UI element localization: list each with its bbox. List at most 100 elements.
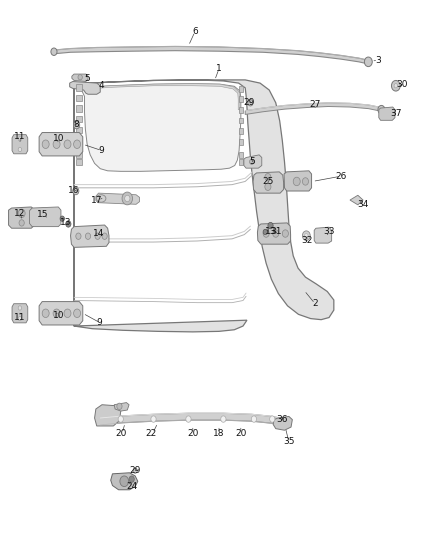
- FancyBboxPatch shape: [239, 128, 244, 134]
- Circle shape: [268, 222, 273, 229]
- Circle shape: [302, 177, 308, 185]
- Text: 20: 20: [115, 429, 127, 438]
- Circle shape: [293, 177, 300, 185]
- Text: 36: 36: [276, 415, 288, 424]
- Polygon shape: [314, 227, 332, 243]
- Text: 1: 1: [216, 64, 222, 73]
- Polygon shape: [82, 84, 240, 110]
- Circle shape: [302, 231, 310, 240]
- Circle shape: [133, 468, 138, 473]
- FancyBboxPatch shape: [239, 152, 244, 158]
- Circle shape: [95, 233, 100, 239]
- Polygon shape: [100, 413, 283, 425]
- Text: 4: 4: [98, 81, 104, 90]
- Text: 24: 24: [126, 481, 137, 490]
- Polygon shape: [78, 84, 241, 171]
- Circle shape: [221, 416, 226, 422]
- Polygon shape: [350, 195, 363, 205]
- Text: 17: 17: [92, 196, 103, 205]
- Text: 2: 2: [312, 299, 318, 308]
- Text: 9: 9: [98, 146, 104, 155]
- Circle shape: [265, 183, 271, 190]
- Text: 11: 11: [14, 312, 25, 321]
- Polygon shape: [12, 304, 28, 323]
- Circle shape: [273, 230, 279, 237]
- Circle shape: [122, 192, 133, 205]
- Polygon shape: [284, 171, 311, 191]
- Circle shape: [270, 416, 275, 422]
- Text: 13: 13: [265, 228, 276, 237]
- Polygon shape: [245, 103, 381, 115]
- Polygon shape: [258, 223, 290, 244]
- Circle shape: [18, 148, 21, 152]
- Polygon shape: [9, 207, 35, 228]
- Circle shape: [378, 106, 385, 114]
- Circle shape: [263, 230, 269, 237]
- Text: 16: 16: [68, 186, 80, 195]
- Text: 33: 33: [323, 228, 335, 237]
- Circle shape: [74, 140, 81, 149]
- Circle shape: [394, 84, 398, 88]
- Circle shape: [102, 233, 107, 239]
- FancyBboxPatch shape: [239, 96, 244, 102]
- Text: 5: 5: [84, 74, 90, 83]
- FancyBboxPatch shape: [76, 138, 82, 144]
- Circle shape: [120, 476, 129, 487]
- Polygon shape: [12, 135, 28, 154]
- Text: 25: 25: [262, 177, 274, 186]
- Polygon shape: [72, 74, 88, 82]
- FancyBboxPatch shape: [76, 95, 82, 101]
- Circle shape: [85, 233, 91, 239]
- Circle shape: [76, 233, 81, 239]
- Text: 29: 29: [130, 466, 141, 475]
- Polygon shape: [96, 193, 140, 204]
- Text: 3: 3: [375, 56, 381, 64]
- Circle shape: [74, 309, 81, 318]
- Circle shape: [18, 306, 21, 310]
- Circle shape: [53, 140, 60, 149]
- Circle shape: [392, 80, 400, 91]
- Text: 34: 34: [357, 200, 369, 209]
- FancyBboxPatch shape: [239, 107, 244, 113]
- Text: 9: 9: [96, 318, 102, 327]
- Text: 6: 6: [192, 27, 198, 36]
- Circle shape: [250, 159, 254, 165]
- Circle shape: [125, 195, 130, 201]
- Circle shape: [283, 230, 288, 237]
- FancyBboxPatch shape: [239, 118, 244, 124]
- Circle shape: [364, 57, 372, 67]
- Polygon shape: [29, 207, 61, 227]
- Polygon shape: [253, 172, 284, 193]
- Text: 27: 27: [309, 100, 321, 109]
- Text: 14: 14: [93, 229, 104, 238]
- FancyBboxPatch shape: [239, 159, 244, 165]
- FancyBboxPatch shape: [76, 159, 82, 165]
- Circle shape: [18, 209, 25, 217]
- Text: 5: 5: [250, 157, 255, 166]
- Circle shape: [19, 220, 24, 226]
- Polygon shape: [74, 80, 334, 332]
- Circle shape: [73, 187, 79, 195]
- Circle shape: [18, 317, 21, 321]
- Polygon shape: [70, 82, 100, 94]
- Circle shape: [265, 173, 271, 181]
- Text: 30: 30: [397, 79, 408, 88]
- FancyBboxPatch shape: [76, 127, 82, 133]
- Text: 22: 22: [146, 429, 157, 438]
- Circle shape: [304, 233, 308, 238]
- Circle shape: [117, 403, 122, 409]
- FancyBboxPatch shape: [76, 116, 82, 123]
- Circle shape: [64, 140, 71, 149]
- FancyBboxPatch shape: [239, 86, 244, 92]
- Text: 31: 31: [270, 228, 282, 237]
- Circle shape: [78, 75, 82, 80]
- Polygon shape: [114, 402, 129, 411]
- Text: 20: 20: [235, 429, 247, 438]
- FancyBboxPatch shape: [76, 106, 82, 112]
- Text: 13: 13: [60, 219, 71, 228]
- Circle shape: [251, 416, 257, 422]
- Text: 37: 37: [390, 109, 402, 118]
- Text: 11: 11: [14, 132, 25, 141]
- Circle shape: [186, 416, 191, 422]
- Circle shape: [60, 216, 64, 221]
